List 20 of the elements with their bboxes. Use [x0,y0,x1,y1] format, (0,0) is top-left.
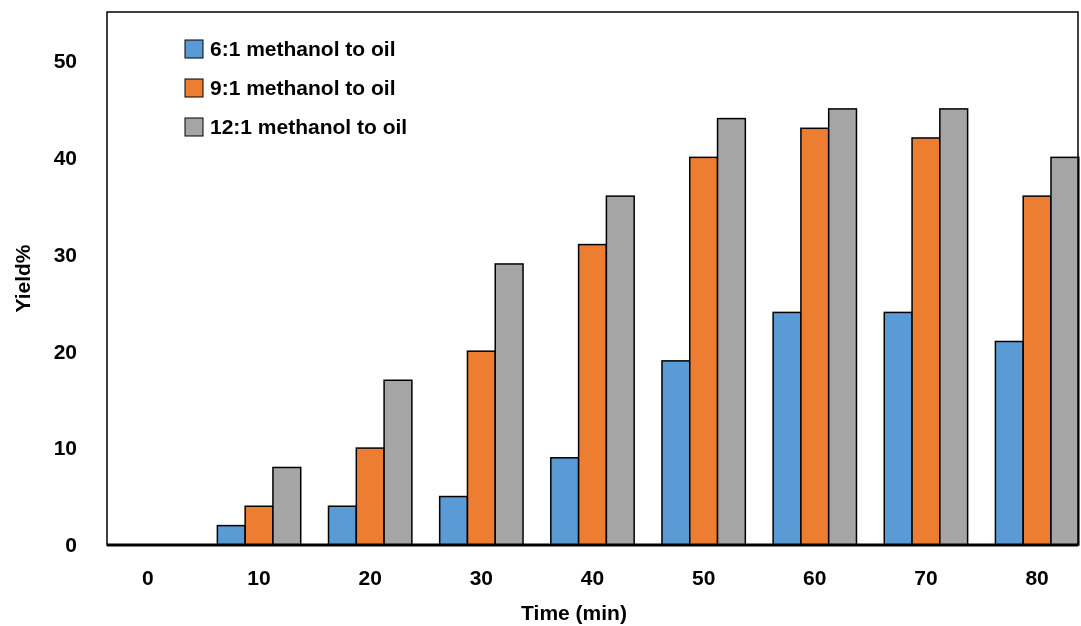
x-tick-label: 80 [1025,566,1049,589]
x-axis-title: Time (min) [521,601,627,624]
y-tick-label: 30 [53,242,77,266]
x-tick-label: 40 [580,566,605,589]
legend-label: 6:1 methanol to oil [210,37,396,61]
y-tick-label: 0 [65,533,77,557]
x-tick-label: 20 [358,566,382,589]
x-tick-label: 0 [142,566,154,589]
legend-label: 9:1 methanol to oil [210,76,396,100]
x-tick-label: 60 [803,566,827,589]
legend-label: 12:1 methanol to oil [210,115,408,139]
x-tick-label: 70 [914,566,938,589]
x-tick-label: 30 [469,566,494,589]
x-tick-label: 10 [247,566,271,589]
y-tick-label: 40 [53,145,77,169]
y-tick-label: 50 [53,48,77,72]
x-tick-label: 50 [691,566,716,589]
y-axis-title: Yield% [11,244,34,313]
y-tick-label: 10 [53,436,77,460]
y-tick-label: 20 [53,339,77,363]
